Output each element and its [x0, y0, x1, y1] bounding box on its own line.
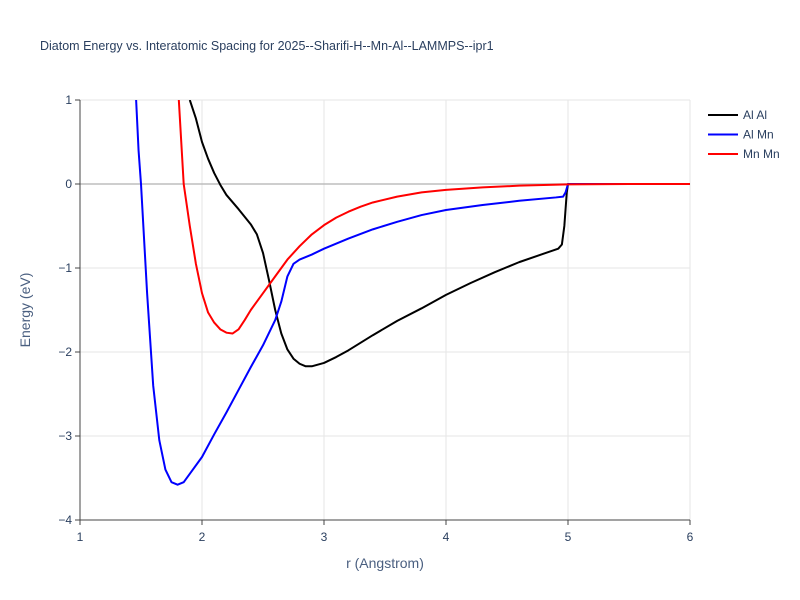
y-tick-label: −1	[58, 261, 72, 275]
legend: Al Al Al Mn Mn Mn	[708, 108, 780, 161]
y-tick-label: −2	[58, 345, 72, 359]
series-lines	[135, 100, 690, 486]
tick-labels: 1 2 3 4 5 6 −4 −3 −2 −1 0 1	[58, 93, 693, 544]
series-line-al-mn	[135, 100, 690, 486]
legend-label: Mn Mn	[743, 147, 780, 161]
x-tick-label: 6	[687, 530, 694, 544]
y-tick-label: 0	[65, 177, 72, 191]
y-tick-label: −3	[58, 429, 72, 443]
x-tick-label: 1	[77, 530, 84, 544]
y-tick-label: −4	[58, 513, 72, 527]
y-axis-title: Energy (eV)	[17, 273, 33, 348]
x-axis-title: r (Angstrom)	[346, 555, 424, 571]
chart-title: Diatom Energy vs. Interatomic Spacing fo…	[40, 39, 494, 53]
x-tick-label: 5	[565, 530, 572, 544]
x-tick-label: 4	[443, 530, 450, 544]
legend-label: Al Mn	[743, 128, 774, 142]
series-line-mn-mn	[177, 100, 690, 335]
axes	[75, 99, 691, 525]
y-tick-label: 1	[65, 93, 72, 107]
x-tick-label: 2	[199, 530, 206, 544]
x-tick-label: 3	[321, 530, 328, 544]
series-line-al-al	[188, 100, 690, 368]
legend-label: Al Al	[743, 108, 767, 122]
